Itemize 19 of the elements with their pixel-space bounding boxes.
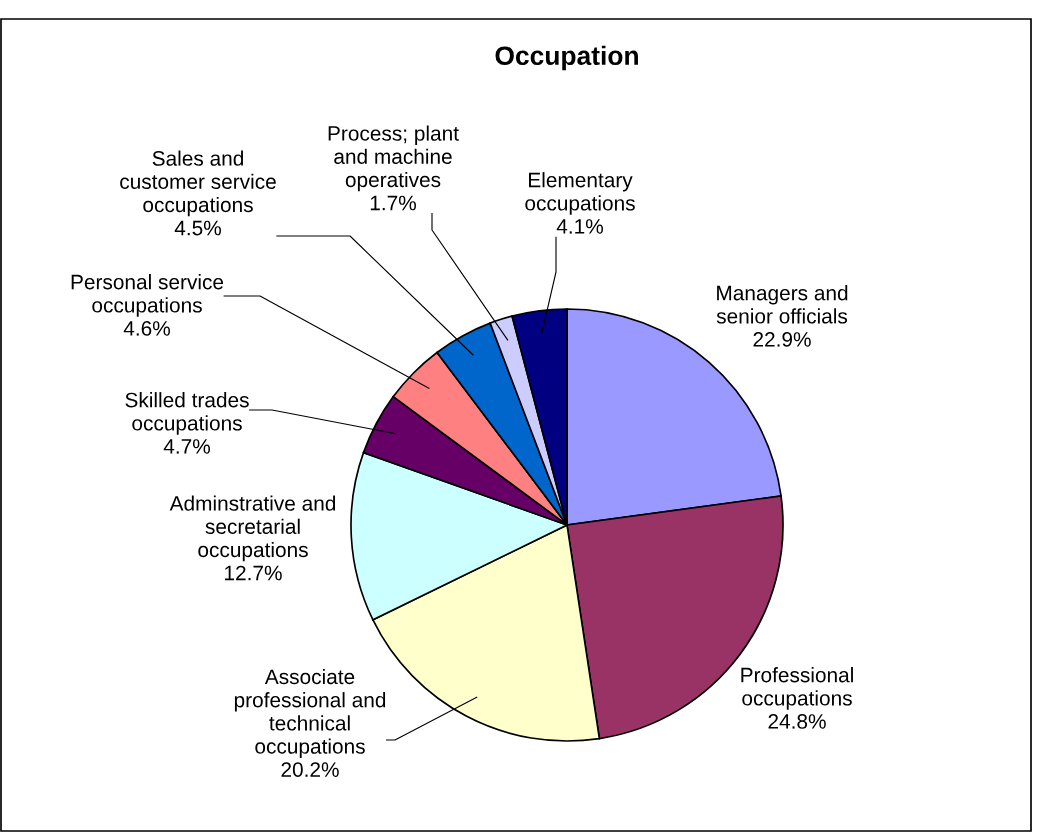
data-label: 12.7%	[225, 565, 282, 581]
slice-label: Skilled trades occupations	[125, 392, 249, 435]
data-label: 4.7%	[163, 439, 210, 454]
slice-label: Sales and customer service occupations	[120, 150, 276, 217]
slice-label: Adminstrative and secretarial occupations	[169, 495, 336, 562]
data-label: 4.5%	[174, 220, 221, 236]
data-label: 1.7%	[370, 195, 416, 211]
slice-label: Professional occupations	[741, 667, 853, 710]
data-label: 20.2%	[281, 762, 339, 777]
data-label: 24.8%	[768, 714, 826, 729]
slice-label: Personal service occupations	[71, 274, 224, 317]
slice-label: Managers and senior officials	[716, 285, 848, 324]
slice-label: Elementary occupations	[525, 172, 635, 215]
chart-title: Occupation	[495, 45, 638, 71]
slice-label: Process; plant and machine operatives	[328, 125, 459, 192]
slice-label: Associate professional and technical occupations	[234, 668, 386, 758]
data-label: 22.9%	[753, 332, 811, 347]
data-label: 4.6%	[123, 321, 170, 336]
data-label: 4.1%	[556, 219, 603, 234]
